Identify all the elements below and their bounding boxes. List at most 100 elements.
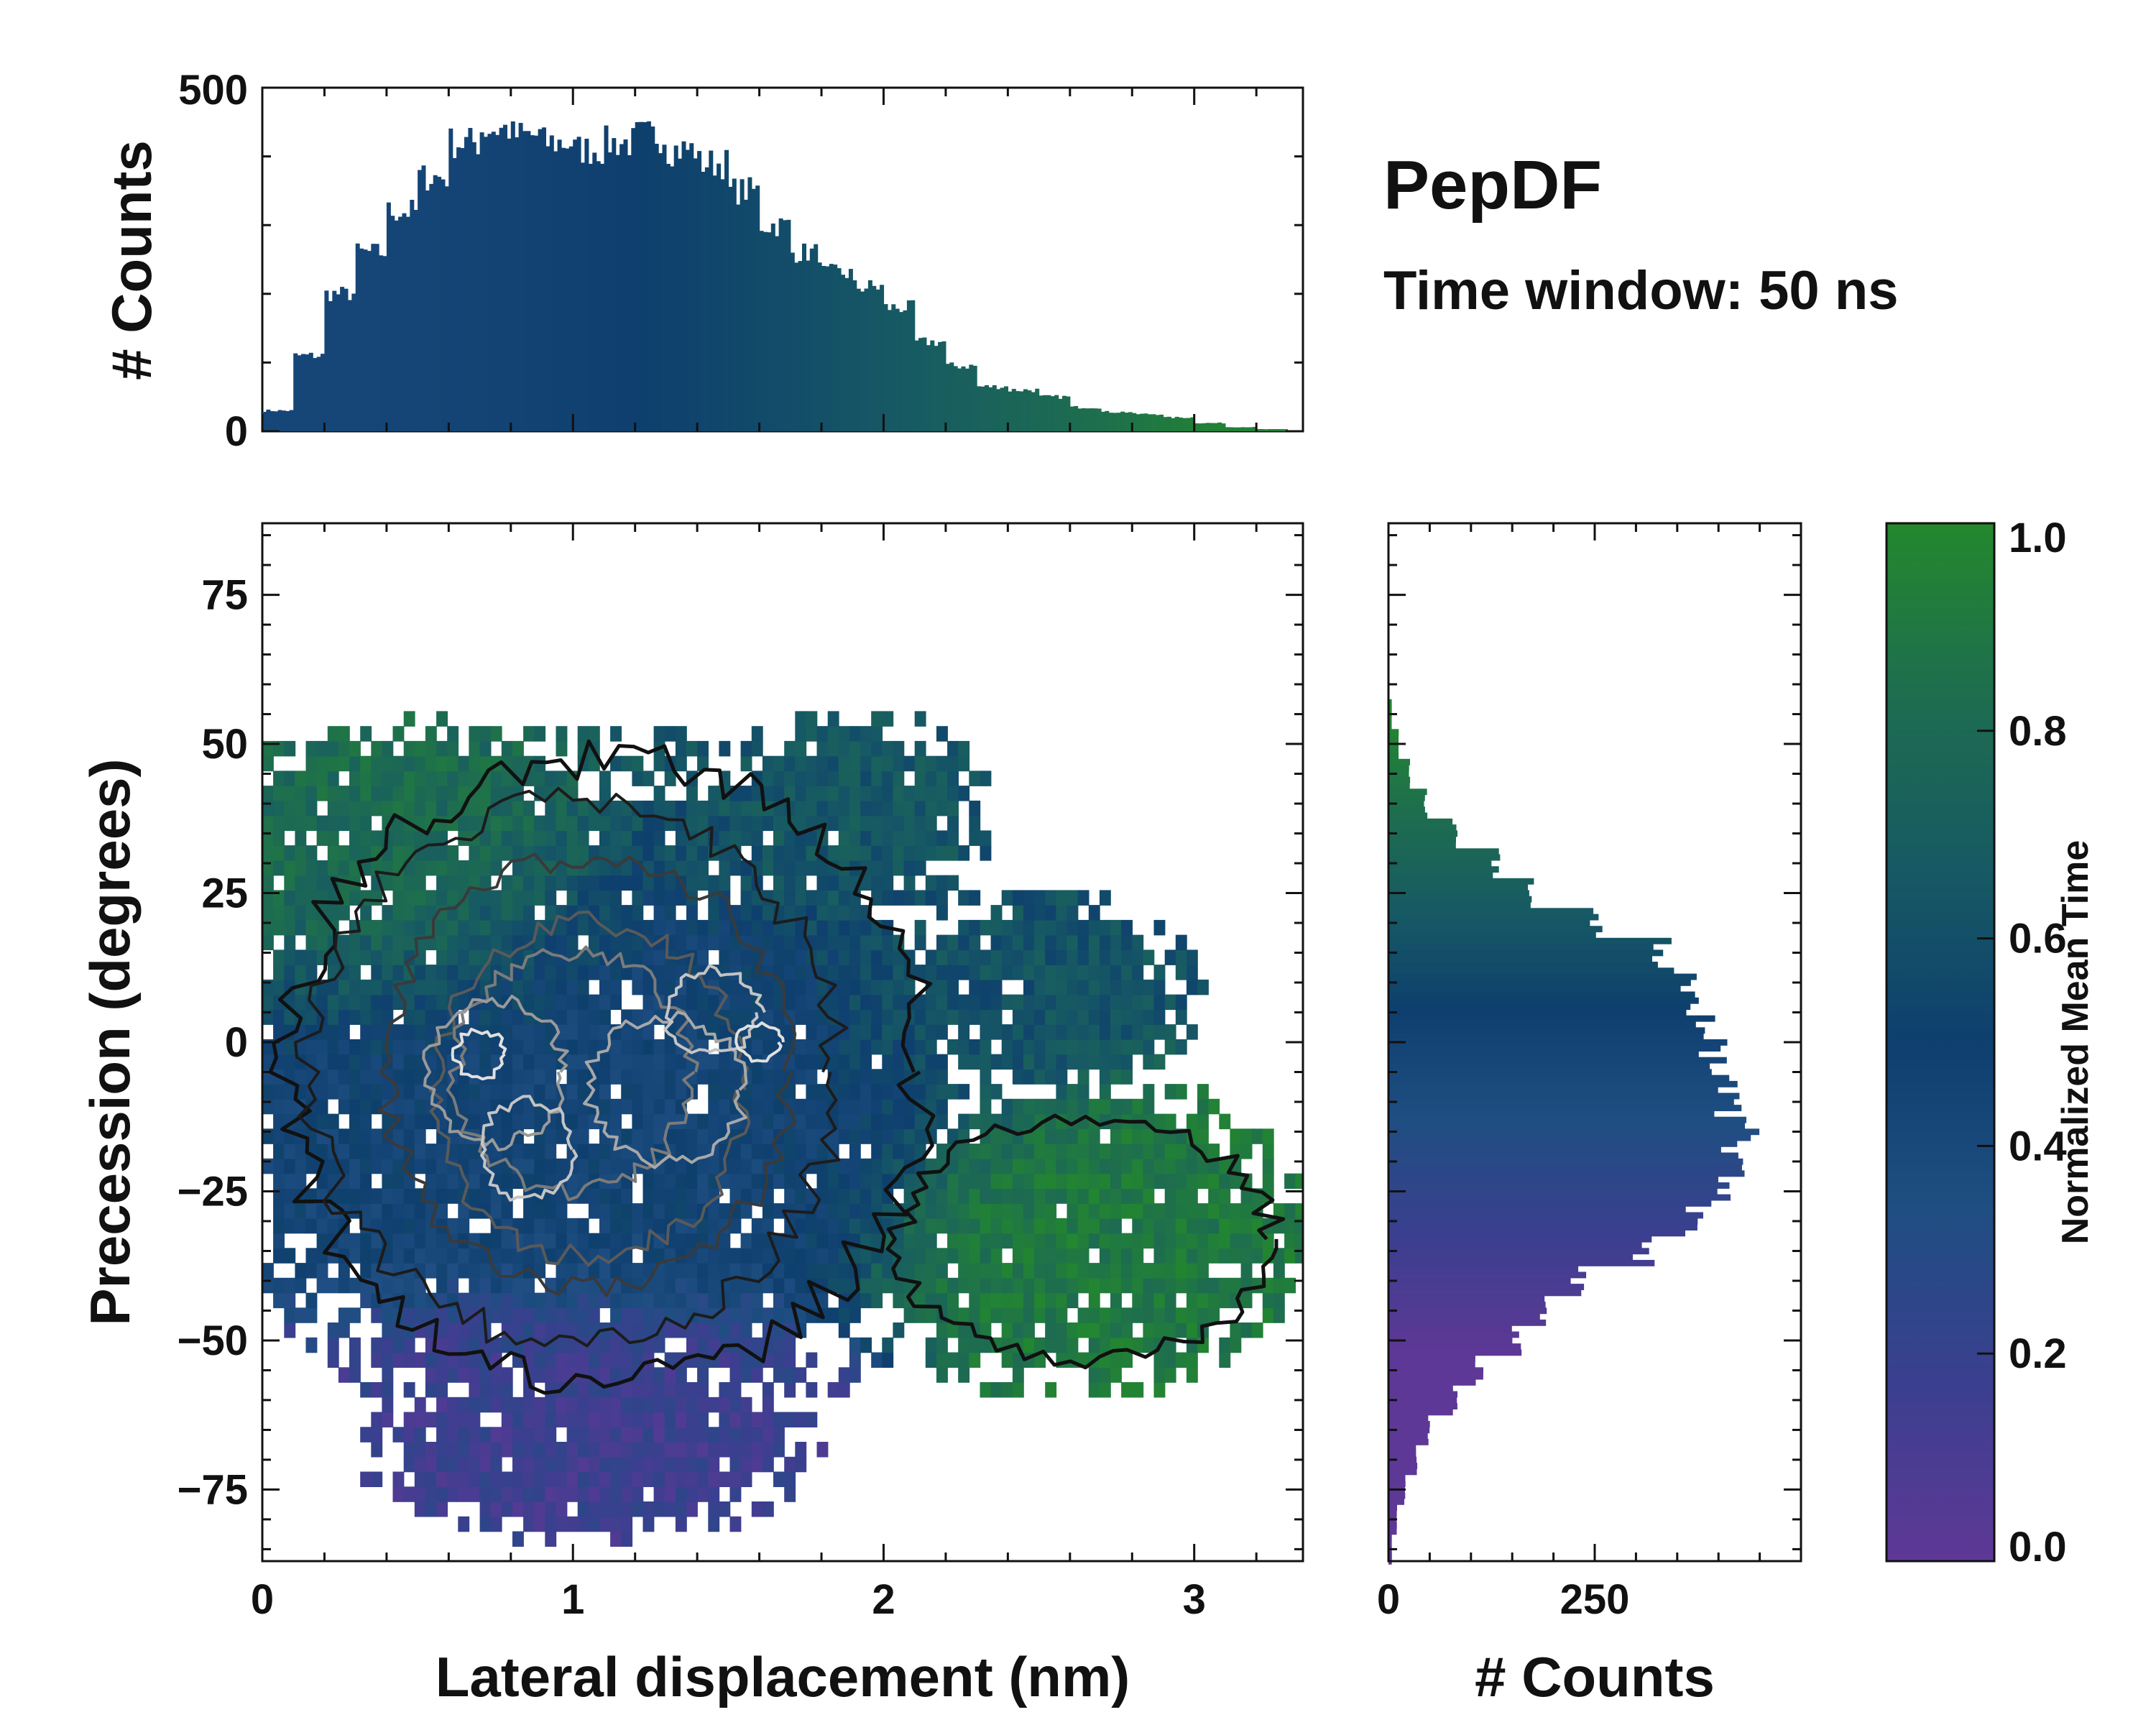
heatmap-cell bbox=[871, 1069, 883, 1085]
heatmap-cell bbox=[447, 786, 459, 801]
right-histogram-bar bbox=[1388, 1289, 1582, 1297]
top-histogram-bar bbox=[1124, 413, 1129, 431]
heatmap-cell bbox=[860, 1069, 872, 1085]
top-histogram-bar bbox=[615, 155, 620, 431]
heatmap-cell bbox=[392, 1069, 405, 1085]
heatmap-cell bbox=[675, 1456, 687, 1473]
heatmap-cell bbox=[729, 1471, 742, 1487]
heatmap-cell bbox=[566, 1263, 579, 1279]
heatmap-cell bbox=[599, 1158, 611, 1174]
heatmap-cell bbox=[1023, 1248, 1035, 1264]
heatmap-cell bbox=[1164, 1039, 1176, 1055]
heatmap-cell bbox=[632, 1098, 644, 1115]
heatmap-cell bbox=[1012, 1277, 1024, 1294]
top-histogram-bar bbox=[1066, 396, 1071, 431]
heatmap-cell bbox=[512, 1144, 524, 1159]
heatmap-cell bbox=[1143, 1084, 1155, 1100]
heatmap-cell bbox=[751, 1144, 763, 1159]
right-histogram-bar bbox=[1388, 1319, 1547, 1326]
heatmap-cell bbox=[1023, 1144, 1035, 1159]
heatmap-cell bbox=[664, 1427, 676, 1443]
heatmap-cell bbox=[392, 770, 405, 786]
heatmap-cell bbox=[882, 1128, 894, 1144]
heatmap-cell bbox=[990, 1307, 1003, 1323]
heatmap-cell bbox=[1121, 1277, 1133, 1294]
heatmap-cell bbox=[1121, 1024, 1133, 1040]
heatmap-cell bbox=[545, 815, 557, 832]
heatmap-cell bbox=[697, 1039, 709, 1055]
heatmap-cell bbox=[969, 1158, 981, 1174]
heatmap-cell bbox=[556, 1397, 568, 1413]
heatmap-cell bbox=[1023, 979, 1035, 995]
heatmap-cell bbox=[621, 1263, 633, 1279]
heatmap-cell bbox=[903, 875, 916, 891]
heatmap-cell bbox=[729, 1277, 742, 1294]
heatmap-cell bbox=[414, 1009, 426, 1025]
heatmap-cell bbox=[1099, 1322, 1111, 1338]
heatmap-cell bbox=[784, 860, 796, 876]
heatmap-cell bbox=[403, 1352, 415, 1368]
heatmap-cell bbox=[1121, 1307, 1133, 1323]
heatmap-cell bbox=[773, 1337, 785, 1353]
heatmap-cell bbox=[708, 1128, 720, 1144]
heatmap-cell bbox=[708, 1456, 720, 1473]
heatmap-cell bbox=[762, 755, 774, 772]
heatmap-cell bbox=[871, 1009, 883, 1025]
heatmap-cell bbox=[458, 1456, 470, 1473]
heatmap-cell bbox=[599, 1352, 611, 1368]
heatmap-cell bbox=[545, 1248, 557, 1264]
top-histogram-bars bbox=[262, 121, 1288, 432]
heatmap-cell bbox=[360, 1471, 372, 1487]
right-histogram-bar bbox=[1388, 1552, 1392, 1559]
heatmap-cell bbox=[1153, 1218, 1166, 1234]
heatmap-cell bbox=[501, 800, 513, 816]
heatmap-cell bbox=[719, 740, 731, 757]
heatmap-cell bbox=[653, 1307, 665, 1323]
heatmap-cell bbox=[925, 1352, 937, 1368]
heatmap-cell bbox=[523, 1218, 535, 1234]
top-histogram-bar bbox=[1143, 413, 1148, 431]
heatmap-cell bbox=[1099, 1009, 1111, 1025]
heatmap-cell bbox=[577, 1516, 589, 1532]
heatmap-cell bbox=[436, 1307, 448, 1323]
heatmap-cell bbox=[914, 786, 926, 801]
top-histogram-bar bbox=[553, 151, 558, 431]
heatmap-cell bbox=[349, 1352, 361, 1368]
heatmap-cell bbox=[599, 1397, 611, 1413]
heatmap-cell bbox=[556, 1307, 568, 1323]
heatmap-cell bbox=[871, 1352, 883, 1368]
heatmap-cell bbox=[980, 1307, 992, 1323]
heatmap-cell bbox=[838, 1158, 850, 1174]
heatmap-cell bbox=[795, 1009, 807, 1025]
heatmap-cell bbox=[556, 1203, 568, 1219]
heatmap-cell bbox=[795, 1128, 807, 1144]
heatmap-cell bbox=[871, 994, 883, 1011]
top-histogram-bar bbox=[1225, 427, 1230, 431]
heatmap-cell bbox=[1295, 1218, 1303, 1234]
heatmap-cell bbox=[349, 949, 361, 965]
heatmap-cell bbox=[1219, 1248, 1231, 1264]
heatmap-cell bbox=[610, 1501, 622, 1517]
heatmap-cell bbox=[751, 1158, 763, 1174]
heatmap-cell bbox=[632, 755, 644, 772]
heatmap-cell bbox=[1056, 905, 1068, 921]
heatmap-cell bbox=[882, 1158, 894, 1174]
heatmap-cell bbox=[610, 1352, 622, 1368]
heatmap-cell bbox=[403, 875, 415, 891]
top-histogram-bar bbox=[542, 127, 546, 432]
heatmap-cell bbox=[371, 1158, 383, 1174]
heatmap-cell bbox=[1240, 1263, 1253, 1279]
heatmap-cell bbox=[1164, 1188, 1176, 1204]
heatmap-cell bbox=[773, 1412, 785, 1427]
heatmap-cell bbox=[1230, 1128, 1242, 1144]
heatmap-cell bbox=[740, 1158, 752, 1174]
heatmap-cell bbox=[632, 1456, 644, 1473]
heatmap-cell bbox=[860, 1248, 872, 1264]
heatmap-cell bbox=[349, 770, 361, 786]
heatmap-cell bbox=[479, 1173, 492, 1190]
heatmap-cell bbox=[425, 1054, 437, 1070]
heatmap-cell bbox=[1023, 1218, 1035, 1234]
heatmap-cell bbox=[414, 875, 426, 891]
heatmap-cell bbox=[838, 1009, 850, 1025]
